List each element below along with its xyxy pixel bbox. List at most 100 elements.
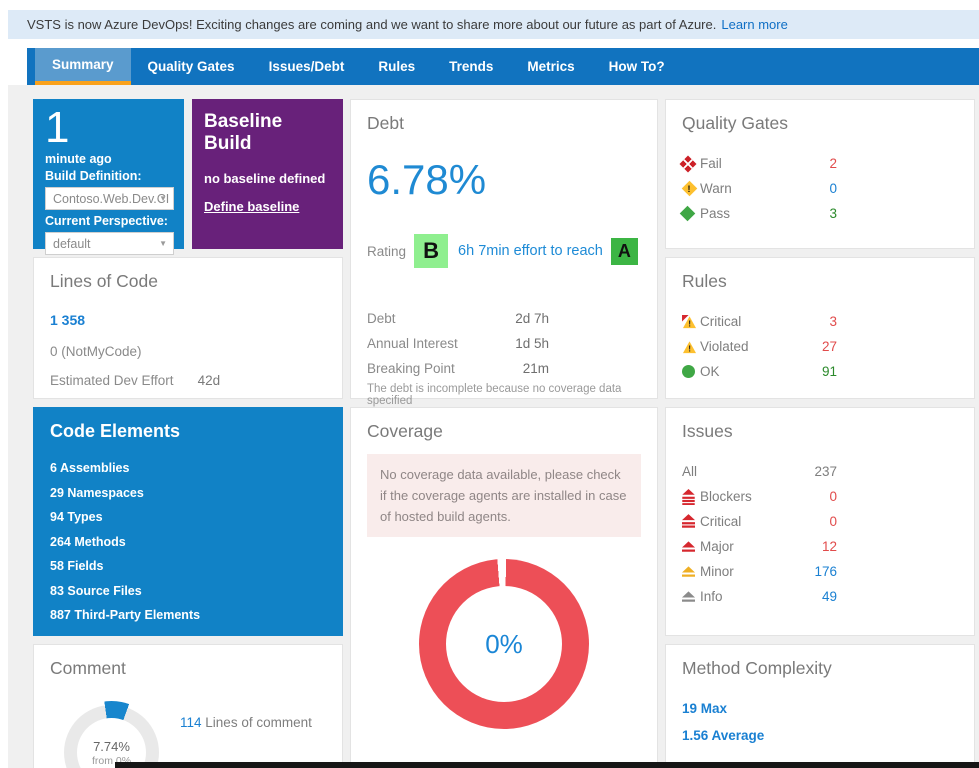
debt-percent: 6.78% [367, 156, 641, 204]
rating-label: Rating [367, 244, 406, 259]
max-complexity-link[interactable]: 19 Max [682, 701, 958, 716]
comment-lines-count[interactable]: 114 [180, 715, 202, 730]
tab-quality-gates[interactable]: Quality Gates [131, 48, 252, 85]
source-files-item: 83 Source Files [50, 579, 326, 604]
baseline-title: Baseline Build [204, 111, 331, 155]
critical-warning-icon: ! [682, 315, 700, 329]
annual-interest-row: Annual Interest 1d 5h [367, 331, 641, 356]
method-complexity-card: Method Complexity 19 Max 1.56 Average [665, 644, 975, 768]
learn-more-link[interactable]: Learn more [721, 17, 787, 32]
critical-rules-count[interactable]: 3 [795, 314, 837, 329]
svg-text:!: ! [688, 343, 691, 353]
minor-issues-count[interactable]: 176 [795, 564, 837, 579]
coverage-percent: 0% [419, 559, 589, 729]
info-issues-row: Info 49 [682, 584, 958, 609]
build-definition-select[interactable]: Contoso.Web.Dev.CI [45, 187, 174, 210]
debt-row: Debt 2d 7h [367, 306, 641, 331]
estimated-dev-effort-row: Estimated Dev Effort 42d [50, 373, 326, 388]
dashboard-content: 1 minute ago Build Definition: Contoso.W… [8, 85, 979, 768]
ok-circle-icon [682, 365, 700, 378]
severity-major-icon [682, 541, 700, 553]
pass-row: Pass 3 [682, 201, 958, 226]
tab-summary[interactable]: Summary [35, 48, 131, 85]
bottom-window-edge [115, 762, 979, 768]
methods-item: 264 Methods [50, 530, 326, 555]
perspective-select[interactable]: default [45, 232, 174, 255]
lines-of-code-card: Lines of Code 1 358 0 (NotMyCode) Estima… [33, 257, 343, 399]
critical-issues-count[interactable]: 0 [795, 514, 837, 529]
warning-triangle-icon: ! [682, 340, 700, 354]
comment-percent: 7.74% [93, 739, 130, 754]
quality-gates-card: Quality Gates Fail 2 ! Warn 0 [665, 99, 975, 249]
pass-count[interactable]: 3 [795, 206, 837, 221]
coverage-donut-chart: 0% [419, 559, 589, 729]
severity-critical-icon [682, 514, 700, 529]
issues-card: Issues All 237 [665, 407, 975, 636]
nav-tab-bar: Summary Quality Gates Issues/Debt Rules … [27, 48, 979, 85]
azure-devops-banner: VSTS is now Azure DevOps! Exciting chang… [8, 10, 979, 39]
comment-donut-chart: 7.74% from 0% [64, 705, 159, 768]
coverage-alert: No coverage data available, please check… [367, 454, 641, 537]
fail-row: Fail 2 [682, 151, 958, 176]
blockers-count[interactable]: 0 [795, 489, 837, 504]
code-elements-title: Code Elements [50, 421, 326, 442]
namespaces-item: 29 Namespaces [50, 481, 326, 506]
build-age-number: 1 [45, 105, 174, 151]
pass-diamond-icon [682, 208, 700, 219]
baseline-build-tile: Baseline Build no baseline defined Defin… [192, 99, 343, 249]
average-complexity-link[interactable]: 1.56 Average [682, 728, 958, 743]
fail-count[interactable]: 2 [795, 156, 837, 171]
warn-count[interactable]: 0 [795, 181, 837, 196]
build-info-tile: 1 minute ago Build Definition: Contoso.W… [33, 99, 184, 249]
tab-rules[interactable]: Rules [361, 48, 432, 85]
severity-minor-icon [682, 566, 700, 578]
fields-item: 58 Fields [50, 554, 326, 579]
third-party-item: 887 Third-Party Elements [50, 603, 326, 628]
comment-lines-row: 114 Lines of comment [180, 715, 312, 730]
rules-title: Rules [682, 271, 958, 292]
card-grid: 1 minute ago Build Definition: Contoso.W… [33, 99, 975, 768]
severity-blocker-icon [682, 489, 700, 505]
build-age-label: minute ago [45, 151, 174, 168]
types-item: 94 Types [50, 505, 326, 530]
quality-gates-title: Quality Gates [682, 113, 958, 134]
critical-issues-row: Critical 0 [682, 509, 958, 534]
rules-card: Rules ! Critical 3 [665, 257, 975, 399]
banner-text: VSTS is now Azure DevOps! Exciting chang… [27, 17, 716, 32]
warn-row: ! Warn 0 [682, 176, 958, 201]
tab-how-to[interactable]: How To? [592, 48, 682, 85]
warn-diamond-icon: ! [682, 182, 700, 196]
loc-count-link[interactable]: 1 358 [50, 312, 85, 328]
tab-issues-debt[interactable]: Issues/Debt [252, 48, 362, 85]
assemblies-item: 6 Assemblies [50, 456, 326, 481]
major-issues-count[interactable]: 12 [795, 539, 837, 554]
all-issues-count: 237 [795, 464, 837, 479]
major-issues-row: Major 12 [682, 534, 958, 559]
tab-metrics[interactable]: Metrics [510, 48, 591, 85]
lines-of-code-title: Lines of Code [50, 271, 326, 292]
tab-trends[interactable]: Trends [432, 48, 510, 85]
fail-diamond-icon [682, 158, 700, 170]
effort-to-reach-link[interactable]: 6h 7min effort to reach [458, 243, 603, 259]
debt-detail-rows: Debt 2d 7h Annual Interest 1d 5h Breakin… [367, 306, 641, 381]
debt-rating-line: Rating B 6h 7min effort to reach A [367, 234, 641, 268]
info-issues-count[interactable]: 49 [795, 589, 837, 604]
violated-rules-row: ! Violated 27 [682, 334, 958, 359]
comment-card: Comment 7.74% from 0% 114 Lines of comme… [33, 644, 343, 768]
violated-rules-count[interactable]: 27 [795, 339, 837, 354]
baseline-status: no baseline defined [204, 171, 331, 186]
issues-title: Issues [682, 421, 958, 442]
rating-badge-a: A [611, 238, 638, 265]
build-definition-label: Build Definition: [45, 168, 174, 185]
debt-card: Debt 6.78% Rating B 6h 7min effort to re… [350, 99, 658, 399]
perspective-label: Current Perspective: [45, 213, 174, 230]
method-complexity-title: Method Complexity [682, 658, 958, 679]
build-tiles: 1 minute ago Build Definition: Contoso.W… [33, 99, 343, 249]
ok-rules-count[interactable]: 91 [795, 364, 837, 379]
severity-info-icon [682, 591, 700, 603]
comment-title: Comment [50, 658, 326, 679]
define-baseline-link[interactable]: Define baseline [204, 199, 299, 214]
code-elements-card: Code Elements 6 Assemblies 29 Namespaces… [33, 407, 343, 636]
critical-rules-row: ! Critical 3 [682, 309, 958, 334]
minor-issues-row: Minor 176 [682, 559, 958, 584]
